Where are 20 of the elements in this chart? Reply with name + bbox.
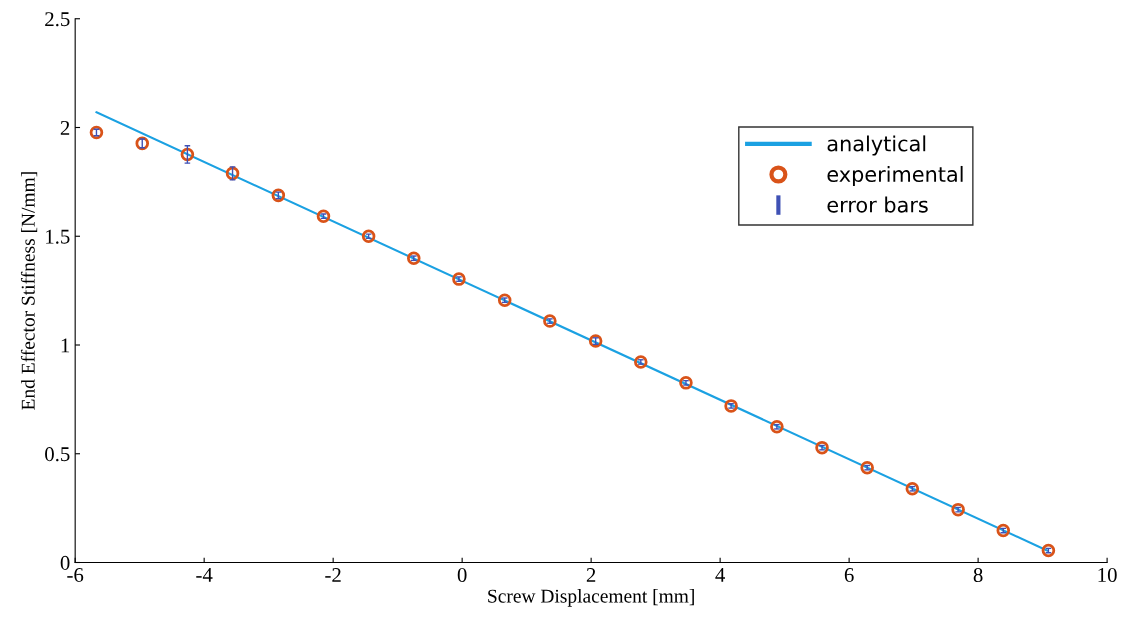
y-axis-title: End Effector Stiffness [N/mm] [20, 172, 38, 410]
y-tick-label: 1 [61, 338, 70, 353]
x-tick-label: -2 [325, 568, 341, 582]
x-tick-label: 4 [715, 568, 726, 582]
x-axis-title: Screw Displacement [mm] [488, 589, 694, 607]
legend-label: experimental [827, 165, 963, 187]
x-tick-label: 2 [586, 568, 596, 582]
x-tick-label: 6 [844, 568, 854, 583]
legend-label: analytical [827, 135, 926, 156]
legend-label: error bars [827, 196, 928, 213]
x-tick-label: -4 [196, 568, 213, 582]
x-tick-label: 8 [973, 567, 983, 583]
y-tick-label: 1.5 [46, 229, 70, 244]
y-tick-label: 0.5 [45, 447, 70, 462]
x-tick-label: 0 [457, 567, 467, 583]
y-tick-label: 0 [60, 555, 70, 570]
x-tick-label: 10 [1098, 567, 1117, 583]
y-tick-label: 2 [60, 120, 70, 135]
y-tick-label: 2.5 [45, 12, 70, 27]
x-tick-label: -6 [67, 568, 84, 583]
